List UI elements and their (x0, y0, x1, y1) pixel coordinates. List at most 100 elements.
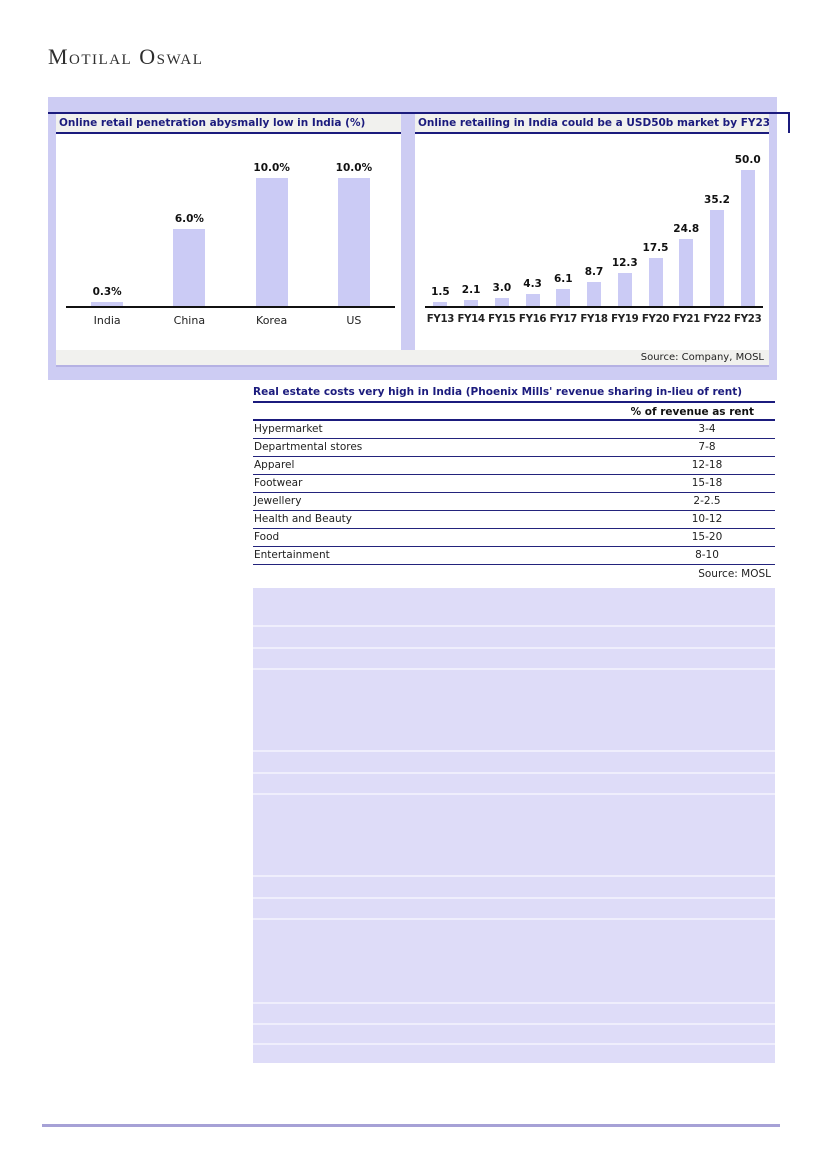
row-label: Health and Beauty (254, 513, 352, 525)
bar (494, 298, 509, 306)
row-label: Departmental stores (254, 441, 363, 453)
empty-grid-row (253, 875, 775, 897)
x-axis-tick-label: FY22 (703, 314, 731, 325)
bar-column: 10.0% (231, 162, 313, 306)
x-axis-tick-label: FY23 (734, 314, 762, 325)
bar-value-label: 2.1 (461, 284, 481, 296)
table-row: Food 15-20 (253, 529, 775, 547)
table-row: Departmental stores 7-8 (253, 439, 775, 457)
chart-plot-area: 0.3% 6.0% 10.0% 10.0% (66, 134, 395, 308)
table-row: Health and Beauty 10-12 (253, 511, 775, 529)
bar-column: 10.0% (313, 162, 395, 306)
empty-grid-row (253, 918, 775, 1002)
bar-column: 6.1 (548, 273, 579, 306)
x-axis-tick-label: FY17 (549, 314, 578, 325)
bar-value-label: 6.1 (554, 273, 573, 285)
table-row: Apparel 12-18 (253, 457, 775, 475)
row-label: Apparel (254, 459, 295, 471)
empty-grid-row (253, 750, 775, 772)
row-label: Entertainment (254, 549, 330, 561)
row-value: 7-8 (698, 441, 716, 453)
row-label: Food (254, 531, 280, 543)
bar (255, 178, 288, 306)
bar-chart-market-size: 1.5 2.1 3.0 4.3 6.1 8.7 12.3 17.5 24.8 35.2 50.0 F… (415, 134, 769, 350)
exhibit-corner-tick (788, 112, 790, 133)
bar (617, 273, 632, 306)
empty-grid-row (253, 772, 775, 793)
exhibit-charts-block: Online retail penetration abysmally low … (48, 97, 777, 380)
bar-chart-penetration: 0.3% 6.0% 10.0% 10.0% India China Korea US (56, 134, 401, 350)
footer-divider-line (42, 1124, 780, 1127)
chart-x-axis-labels: FY13 FY14 FY15 FY16 FY17 FY18 FY19 FY20 FY21 FY22… (425, 308, 763, 325)
bar (91, 302, 124, 306)
bar-value-label: 10.0% (253, 162, 290, 174)
bar-column: 17.5 (640, 242, 671, 306)
x-axis-tick-label: US (346, 314, 362, 327)
table-row: Footwear 15-18 (253, 475, 775, 493)
x-axis-tick-label: FY20 (641, 314, 670, 325)
chart-source-note: Source: Company, MOSL (56, 350, 769, 367)
bar-column: 12.3 (609, 257, 640, 306)
table-source-note: Source: MOSL (698, 568, 771, 580)
bar (556, 289, 571, 306)
bar-value-label: 17.5 (642, 242, 669, 254)
bar-column: 3.0 (486, 282, 517, 306)
row-label: Jewellery (254, 495, 302, 507)
bar-value-label: 3.0 (492, 282, 512, 294)
empty-grid-row (253, 793, 775, 875)
chart-x-axis-labels: India China Korea US (66, 308, 395, 327)
empty-grid-row (253, 1002, 775, 1023)
chart-plot-area: 1.5 2.1 3.0 4.3 6.1 8.7 12.3 17.5 24.8 35.2 50.0 (425, 134, 763, 308)
bar-value-label: 4.3 (523, 278, 542, 290)
bar-value-label: 0.3% (92, 286, 122, 298)
x-axis-tick-label: FY15 (488, 314, 516, 325)
x-axis-tick-label: FY21 (672, 314, 701, 325)
empty-grid-region (253, 588, 775, 1063)
row-value: 8-10 (695, 549, 719, 561)
charts-row: Online retail penetration abysmally low … (56, 106, 769, 350)
bar-column: 8.7 (579, 266, 610, 306)
row-label: Footwear (254, 477, 303, 489)
x-axis-tick-label: FY18 (580, 314, 608, 325)
bar (433, 302, 448, 306)
bar-column: 2.1 (456, 284, 487, 306)
x-axis-tick-label: FY16 (518, 314, 547, 325)
bar-value-label: 1.5 (431, 286, 450, 298)
empty-grid-row (253, 897, 775, 918)
row-value: 15-20 (691, 531, 723, 543)
table-title: Real estate costs very high in India (Ph… (253, 386, 775, 403)
bar (587, 282, 602, 306)
chart-title: Online retailing in India could be a USD… (415, 112, 769, 134)
row-value: 15-18 (691, 477, 723, 489)
bar-value-label: 8.7 (584, 266, 604, 278)
exhibit-top-rule-mid (401, 112, 415, 114)
bar-column: 1.5 (425, 286, 456, 306)
table-row: Jewellery 2-2.5 (253, 493, 775, 511)
table-row: Entertainment 8-10 (253, 547, 775, 565)
x-axis-tick-label: Korea (256, 314, 288, 327)
bar (648, 258, 663, 306)
empty-grid-row (253, 588, 775, 625)
bar-column: 50.0 (732, 154, 763, 306)
chart-title: Online retail penetration abysmally low … (56, 112, 401, 134)
row-value: 2-2.5 (693, 495, 721, 507)
bar-column: 35.2 (702, 194, 733, 306)
bar (173, 229, 206, 306)
bar-column: 4.3 (517, 278, 548, 306)
x-axis-tick-label: China (173, 314, 206, 327)
empty-grid-row (253, 1043, 775, 1063)
bar (679, 239, 694, 306)
chart-panel-online-retail-penetration: Online retail penetration abysmally low … (56, 106, 401, 350)
bar-value-label: 35.2 (704, 194, 730, 206)
bar-column: 24.8 (671, 223, 702, 306)
bar-value-label: 6.0% (174, 213, 204, 225)
table-body: Hypermarket 3-4 Departmental stores 7-8 Appa… (253, 421, 775, 565)
bar (740, 170, 755, 306)
x-axis-tick-label: FY14 (457, 314, 485, 325)
bar (464, 300, 479, 306)
bar-value-label: 12.3 (611, 257, 638, 269)
motilal-oswal-logo: Motilal Oswal (48, 44, 204, 69)
exhibit-top-rule-right (765, 112, 790, 114)
row-value: 12-18 (691, 459, 723, 471)
